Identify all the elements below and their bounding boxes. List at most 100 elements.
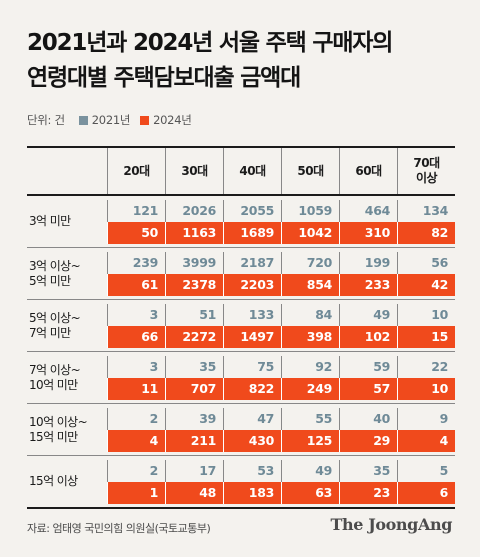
value-2024-cell: 249 — [281, 377, 339, 400]
value-2024-cell: 2203 — [223, 273, 281, 296]
legend-item-2021: 2021년 — [78, 112, 131, 128]
row-label: 3억 미만 — [29, 214, 71, 228]
value-2024-cell: 1 — [107, 481, 165, 504]
data-table: 20대 30대 40대 50대 60대 70대 이상 3억 미만 121 2026 2055 10… — [27, 146, 455, 509]
value-2024-cell: 310 — [339, 221, 397, 244]
legend-swatch-2021 — [78, 115, 88, 125]
row-values: 239 3999 2187 720 199 56 61 2378 2203 854 233 42 — [107, 248, 455, 299]
value-2024-cell: 63 — [281, 481, 339, 504]
value-2024-cell: 211 — [165, 429, 223, 452]
value-2021-cell: 3 — [107, 303, 165, 326]
value-2024-cell: 1497 — [223, 325, 281, 348]
value-2024-cell: 57 — [339, 377, 397, 400]
values-2021-row: 2 39 47 55 40 9 — [107, 407, 455, 430]
header-stub — [27, 148, 107, 194]
legend: 단위: 건 2021년 2024년 — [27, 112, 202, 128]
value-2021-cell: 39 — [165, 407, 223, 430]
source-note: 자료: 엄태영 국민의힘 의원실(국토교통부) — [27, 522, 211, 535]
value-2021-cell: 53 — [223, 459, 281, 482]
values-2021-row: 239 3999 2187 720 199 56 — [107, 251, 455, 274]
value-2024-cell: 233 — [339, 273, 397, 296]
chart-title: 2021년과 2024년 서울 주택 구매자의 연령대별 주택담보대출 금액대 — [27, 30, 393, 91]
value-2024-cell: 6 — [397, 481, 455, 504]
value-2021-cell: 1059 — [281, 199, 339, 222]
values-2024-row: 61 2378 2203 854 233 42 — [107, 273, 455, 296]
row-label: 10억 이상~ 15억 미만 — [29, 414, 88, 444]
table-row: 3억 이상~ 5억 미만 239 3999 2187 720 199 56 61 2378 220… — [27, 248, 455, 300]
value-2021-cell: 2187 — [223, 251, 281, 274]
unit-label: 단위: 건 — [27, 113, 65, 127]
legend-label-2024: 2024년 — [153, 113, 192, 127]
value-2024-cell: 1042 — [281, 221, 339, 244]
row-label: 5억 이상~ 7억 미만 — [29, 310, 81, 340]
table-row: 10억 이상~ 15억 미만 2 39 47 55 40 9 4 211 430 125 29 4 — [27, 404, 455, 456]
value-2024-cell: 10 — [397, 377, 455, 400]
values-2024-row: 1 48 183 63 23 6 — [107, 481, 455, 504]
row-values: 2 17 53 49 35 5 1 48 183 63 23 6 — [107, 456, 455, 507]
values-2021-row: 2 17 53 49 35 5 — [107, 459, 455, 482]
values-2021-row: 3 35 75 92 59 22 — [107, 355, 455, 378]
values-2021-row: 3 51 133 84 49 10 — [107, 303, 455, 326]
value-2021-cell: 84 — [281, 303, 339, 326]
value-2024-cell: 1689 — [223, 221, 281, 244]
value-2024-cell: 50 — [107, 221, 165, 244]
value-2024-cell: 4 — [107, 429, 165, 452]
row-values: 3 51 133 84 49 10 66 2272 1497 398 102 15 — [107, 300, 455, 351]
values-2024-row: 50 1163 1689 1042 310 82 — [107, 221, 455, 244]
column-header: 50대 — [281, 148, 339, 194]
value-2021-cell: 2055 — [223, 199, 281, 222]
value-2024-cell: 23 — [339, 481, 397, 504]
value-2024-cell: 82 — [397, 221, 455, 244]
value-2021-cell: 134 — [397, 199, 455, 222]
table-row: 7억 이상~ 10억 미만 3 35 75 92 59 22 11 707 822 249 57 10 — [27, 352, 455, 404]
legend-item-2024: 2024년 — [140, 112, 192, 128]
value-2024-cell: 66 — [107, 325, 165, 348]
value-2024-cell: 2272 — [165, 325, 223, 348]
value-2021-cell: 2 — [107, 459, 165, 482]
value-2024-cell: 4 — [397, 429, 455, 452]
values-2024-row: 66 2272 1497 398 102 15 — [107, 325, 455, 348]
value-2021-cell: 239 — [107, 251, 165, 274]
value-2021-cell: 2 — [107, 407, 165, 430]
values-2021-row: 121 2026 2055 1059 464 134 — [107, 199, 455, 222]
value-2021-cell: 2026 — [165, 199, 223, 222]
value-2021-cell: 47 — [223, 407, 281, 430]
row-values: 2 39 47 55 40 9 4 211 430 125 29 4 — [107, 404, 455, 455]
value-2021-cell: 35 — [165, 355, 223, 378]
legend-swatch-2024 — [140, 115, 150, 125]
brand-logo: The JoongAng — [330, 515, 453, 534]
value-2021-cell: 49 — [339, 303, 397, 326]
value-2024-cell: 2378 — [165, 273, 223, 296]
value-2021-cell: 17 — [165, 459, 223, 482]
value-2021-cell: 10 — [397, 303, 455, 326]
value-2024-cell: 48 — [165, 481, 223, 504]
value-2021-cell: 9 — [397, 407, 455, 430]
value-2024-cell: 29 — [339, 429, 397, 452]
value-2021-cell: 5 — [397, 459, 455, 482]
value-2024-cell: 854 — [281, 273, 339, 296]
column-header: 60대 — [339, 148, 397, 194]
table-row: 5억 이상~ 7억 미만 3 51 133 84 49 10 66 2272 1497 398 102… — [27, 300, 455, 352]
value-2021-cell: 40 — [339, 407, 397, 430]
value-2021-cell: 133 — [223, 303, 281, 326]
row-label: 15억 이상 — [29, 474, 78, 488]
value-2021-cell: 51 — [165, 303, 223, 326]
legend-label-2021: 2021년 — [91, 113, 131, 127]
value-2021-cell: 22 — [397, 355, 455, 378]
value-2024-cell: 42 — [397, 273, 455, 296]
value-2021-cell: 199 — [339, 251, 397, 274]
value-2021-cell: 49 — [281, 459, 339, 482]
value-2024-cell: 11 — [107, 377, 165, 400]
column-header: 40대 — [223, 148, 281, 194]
row-values: 121 2026 2055 1059 464 134 50 1163 1689 1042 310 82 — [107, 196, 455, 247]
table-body: 3억 미만 121 2026 2055 1059 464 134 50 1163 1689 1042… — [27, 196, 455, 509]
row-values: 3 35 75 92 59 22 11 707 822 249 57 10 — [107, 352, 455, 403]
table-row: 15억 이상 2 17 53 49 35 5 1 48 183 63 23 6 — [27, 456, 455, 509]
table-row: 3억 미만 121 2026 2055 1059 464 134 50 1163 1689 1042… — [27, 196, 455, 248]
column-header: 20대 — [107, 148, 165, 194]
value-2024-cell: 183 — [223, 481, 281, 504]
value-2021-cell: 464 — [339, 199, 397, 222]
value-2021-cell: 75 — [223, 355, 281, 378]
value-2021-cell: 92 — [281, 355, 339, 378]
row-label: 3억 이상~ 5억 미만 — [29, 258, 81, 288]
